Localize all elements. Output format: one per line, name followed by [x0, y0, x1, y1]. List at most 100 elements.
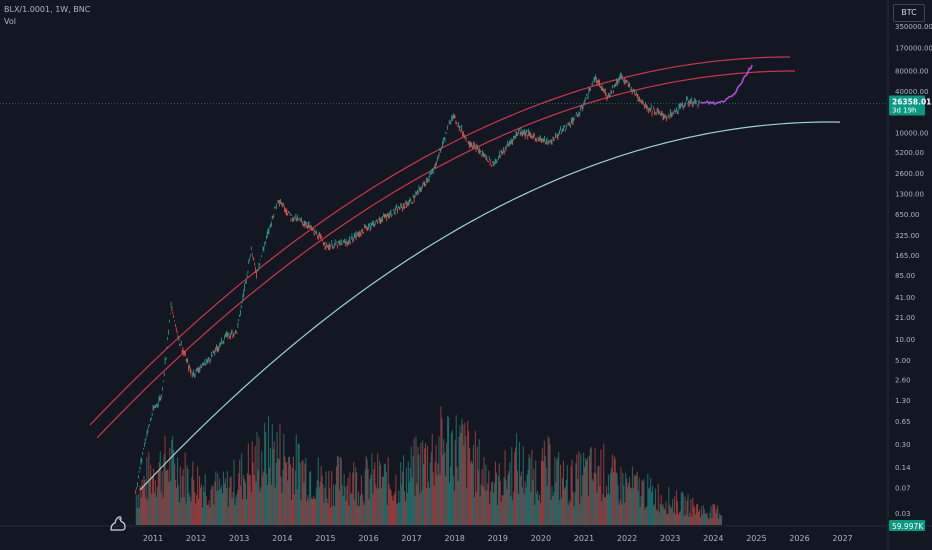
volume-bar: [493, 482, 496, 525]
volume-bar: [425, 443, 427, 525]
volume-bar: [579, 504, 581, 525]
volume-bar: [368, 499, 370, 525]
y-tick-label: 41.00: [895, 294, 915, 302]
volume-bar: [481, 469, 483, 525]
volume-bar: [616, 473, 618, 525]
volume-bar: [315, 487, 317, 525]
volume-bar: [358, 506, 361, 525]
volume-bar: [306, 501, 308, 525]
volume-bar: [706, 512, 708, 525]
volume-bar: [340, 458, 342, 525]
support-curve: [139, 121, 841, 491]
volume-bar: [416, 483, 418, 525]
volume-bar: [259, 491, 261, 525]
volume-bar: [686, 500, 688, 525]
volume-bar: [646, 506, 648, 525]
volume-bar: [614, 458, 616, 525]
tradingview-logo-icon[interactable]: [108, 514, 128, 532]
volume-bar: [689, 512, 691, 525]
volume-bar: [594, 448, 596, 525]
volume-bar: [629, 477, 631, 525]
volume-bar: [205, 495, 207, 525]
volume-bar: [680, 492, 682, 525]
volume-bar: [677, 514, 679, 525]
volume-bar: [266, 473, 268, 525]
volume-bar: [441, 418, 443, 525]
volume-bar: [610, 467, 612, 525]
volume-bar: [372, 493, 374, 525]
y-tick-label: 0.65: [895, 418, 911, 426]
volume-bar: [403, 491, 406, 525]
volume-bar: [338, 490, 340, 525]
volume-bar: [648, 488, 650, 525]
volume-bar: [535, 460, 537, 525]
volume-bar: [220, 488, 222, 525]
volume-bar: [717, 505, 719, 525]
y-tick-label: 10000.00: [895, 129, 928, 137]
volume-bar: [215, 471, 217, 525]
volume-bar: [525, 487, 527, 525]
volume-bar: [282, 469, 284, 525]
volume-bar: [367, 468, 369, 525]
volume-bar: [332, 505, 334, 525]
volume-bar: [555, 482, 557, 525]
volume-bar: [411, 477, 413, 525]
price-badge-bg: [889, 95, 925, 116]
volume-bar: [237, 489, 239, 525]
volume-bar: [408, 482, 410, 525]
volume-bar: [691, 516, 693, 525]
volume-bar: [487, 483, 489, 525]
volume-bar: [444, 452, 446, 525]
volume-bar: [438, 436, 440, 525]
volume-bar: [649, 487, 651, 525]
volume-bar: [551, 486, 553, 525]
volume-indicator-label[interactable]: Vol: [4, 17, 16, 26]
volume-bar: [472, 444, 474, 525]
symbol-line[interactable]: BLX/1.0001, 1W, BNC: [4, 5, 91, 14]
volume-bar: [658, 512, 660, 525]
volume-bar: [608, 493, 611, 525]
volume-bar: [412, 455, 414, 525]
volume-bar: [212, 486, 214, 525]
volume-bar: [684, 496, 686, 525]
x-tick-label: 2026: [789, 534, 809, 543]
chart-legend: BLX/1.0001, 1W, BNC Vol: [4, 4, 90, 28]
volume-bar: [304, 463, 306, 525]
volume-bar: [640, 495, 642, 525]
volume-bar: [148, 452, 150, 525]
volume-bar: [632, 488, 634, 525]
volume-bar: [597, 465, 599, 525]
volume-bar: [517, 493, 520, 525]
volume-bar: [681, 491, 683, 525]
volume-bar: [263, 471, 265, 525]
volume-bar: [509, 462, 511, 525]
y-tick-label: 21.00: [895, 314, 915, 322]
volume-bar: [650, 477, 652, 525]
volume-bar: [198, 476, 201, 525]
volume-bar: [604, 497, 606, 525]
volume-bar: [515, 433, 518, 525]
volume-bar: [230, 476, 232, 525]
volume-bar: [486, 491, 488, 525]
volume-bar: [324, 487, 326, 525]
volume-bar: [618, 504, 620, 525]
volume-bar: [400, 462, 402, 525]
volume-bar: [718, 518, 720, 525]
volume-bar: [200, 484, 202, 525]
volume-bar: [391, 496, 393, 525]
volume-bar: [506, 489, 508, 525]
volume-bar: [170, 480, 172, 525]
volume-bar: [397, 502, 399, 525]
currency-button[interactable]: BTC: [893, 4, 925, 22]
volume-bar: [350, 493, 352, 525]
x-tick-label: 2024: [703, 534, 723, 543]
volume-bar: [424, 448, 426, 525]
volume-bar: [279, 423, 281, 525]
volume-bar: [175, 487, 178, 525]
x-tick-label: 2013: [229, 534, 249, 543]
x-tick-label: 2011: [143, 534, 163, 543]
volume-bar: [351, 493, 353, 525]
volume-bar: [507, 474, 509, 525]
